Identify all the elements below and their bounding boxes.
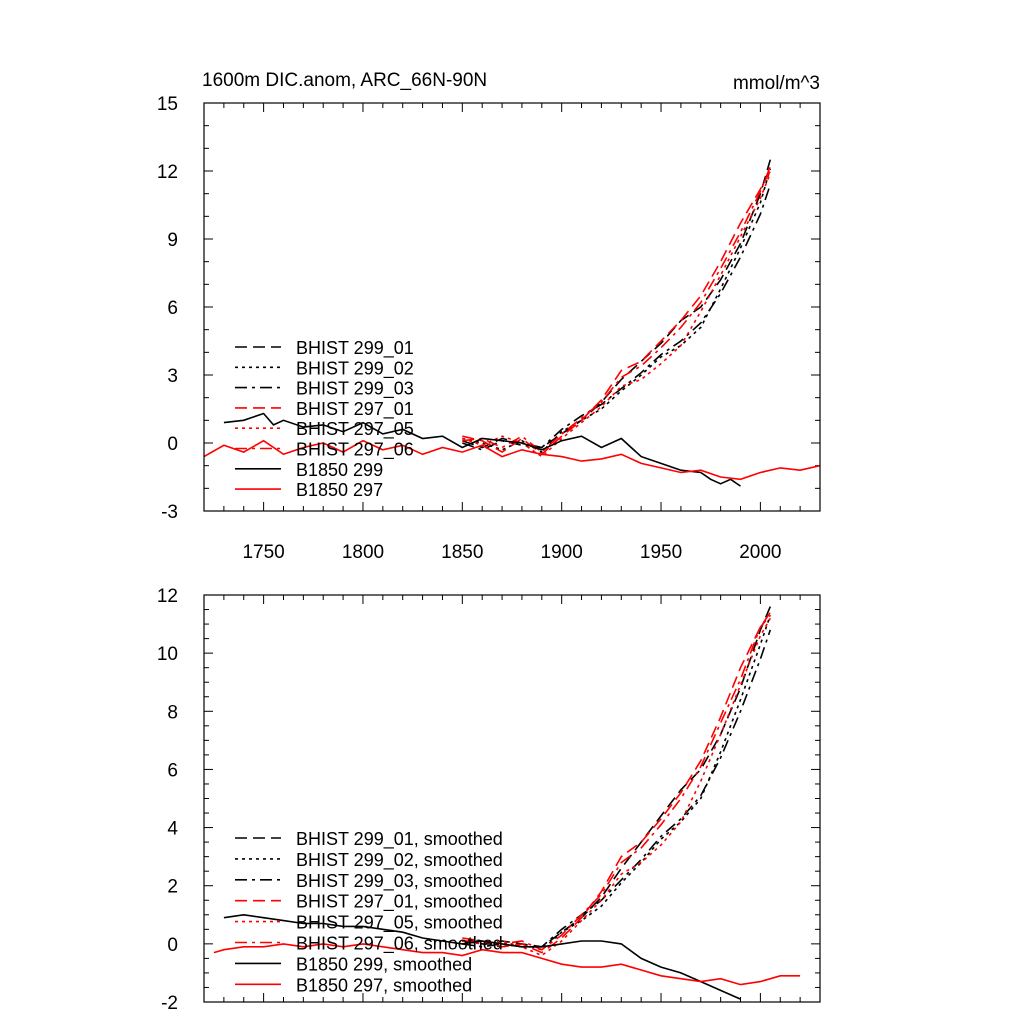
series-line [213, 943, 801, 986]
x-tick-label: 1950 [640, 542, 682, 563]
x-tick-label: 1900 [541, 542, 583, 563]
legend-label: B1850 297 [296, 480, 383, 500]
legend-label: BHIST 297_05 [296, 419, 414, 440]
panels: -3 0 3 6 9 12 15 1750 1800 1850 1900 1950 2000 BHIST … [157, 94, 821, 1014]
series-line [462, 166, 772, 454]
series-line [462, 617, 771, 957]
series-line [462, 168, 772, 454]
y-tick-label: 0 [167, 434, 178, 455]
units-label: mmol/m^3 [733, 73, 820, 94]
y-tick-label: 0 [167, 935, 178, 956]
series-group [204, 159, 820, 487]
series-line [462, 629, 772, 948]
legend-label: BHIST 299_02, smoothed [296, 850, 503, 871]
y-tick-label: 6 [167, 298, 178, 319]
y-tick-label: 12 [157, 162, 178, 183]
legend-label: BHIST 299_03 [296, 379, 414, 400]
series-line [462, 614, 771, 951]
panel-1: -3 0 3 6 9 12 15 1750 1800 1850 1900 1950 2000 BHIST … [157, 94, 821, 563]
legend-label: BHIST 299_01 [296, 338, 414, 359]
y-tick-label: -3 [161, 502, 178, 523]
series-line [462, 173, 772, 458]
y-tick-label: 8 [167, 702, 178, 723]
x-tick-label: 1800 [342, 542, 384, 563]
legend-label: BHIST 297_01, smoothed [296, 892, 503, 913]
legend-label: BHIST 297_06, smoothed [296, 934, 503, 955]
series-line [223, 913, 741, 1000]
series-group [213, 606, 801, 1000]
series-line [462, 615, 772, 951]
legend-label: B1850 299 [296, 460, 383, 480]
chart-title: 1600m DIC.anom, ARC_66N-90N [202, 70, 487, 91]
series-line [462, 606, 772, 948]
x-tick-label: 1850 [441, 542, 483, 563]
series-line [462, 159, 772, 449]
series-line [462, 184, 772, 451]
x-tick-label: 2000 [739, 542, 781, 563]
y-tick-label: 15 [157, 94, 178, 115]
y-tick-label: 12 [157, 586, 178, 607]
y-tick-label: -2 [161, 993, 178, 1014]
plot-frame [203, 594, 821, 1003]
legend-label: B1850 297, smoothed [296, 975, 472, 995]
y-tick-label: 4 [167, 819, 178, 840]
y-tick-label: 9 [167, 230, 178, 251]
legend-label: BHIST 299_03, smoothed [296, 871, 503, 892]
plot-frame [203, 102, 821, 512]
y-tick-label: 10 [157, 644, 178, 665]
legend-label: BHIST 299_02 [296, 358, 414, 379]
series-line [462, 611, 771, 954]
series-line [223, 412, 741, 487]
x-tick-label: 1750 [242, 542, 284, 563]
y-tick-label: 3 [167, 366, 178, 387]
y-tick-label: 6 [167, 760, 178, 781]
series-line [462, 170, 772, 456]
legend-label: BHIST 297_01 [296, 399, 414, 420]
legend-label: B1850 299, smoothed [296, 954, 472, 974]
legend-label: BHIST 299_01, smoothed [296, 829, 503, 850]
y-tick-label: 2 [167, 877, 178, 898]
legend-label: BHIST 297_06 [296, 440, 414, 461]
series-line [204, 439, 820, 481]
legend-label: BHIST 297_05, smoothed [296, 913, 503, 934]
